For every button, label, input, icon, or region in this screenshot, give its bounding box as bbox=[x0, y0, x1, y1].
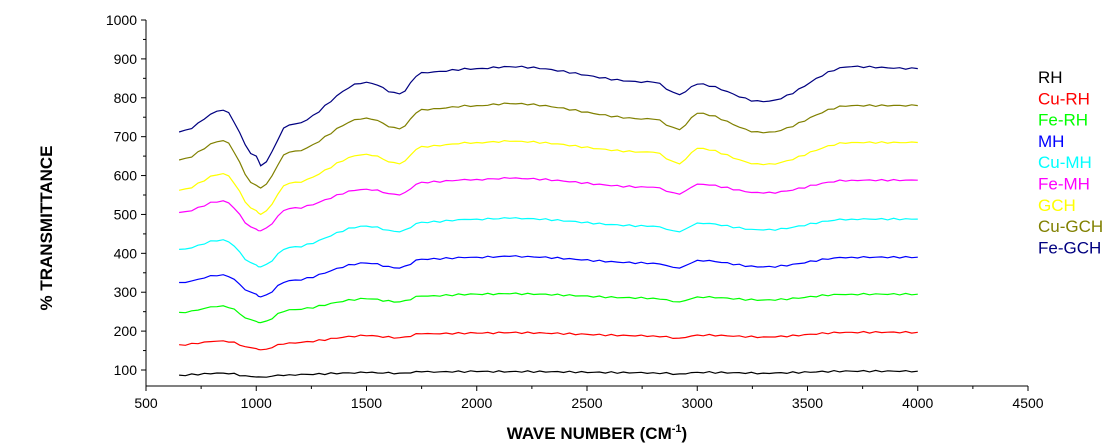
x-axis-title-sup: -1 bbox=[672, 423, 682, 435]
x-tick-label: 1500 bbox=[351, 395, 382, 411]
y-tick-label: 800 bbox=[114, 90, 138, 106]
legend-entry-mh: MH bbox=[1038, 132, 1064, 151]
y-tick-label: 400 bbox=[114, 245, 138, 261]
legend-entry-cu-mh: Cu-MH bbox=[1038, 153, 1092, 172]
series-line-cu-rh bbox=[179, 330, 918, 351]
y-tick-label: 700 bbox=[114, 129, 138, 145]
legend-entry-fe-gch: Fe-GCH bbox=[1038, 238, 1101, 257]
x-tick-label: 500 bbox=[134, 395, 158, 411]
y-tick-label: 300 bbox=[114, 284, 138, 300]
x-axis-title-main: WAVE NUMBER (CM bbox=[507, 424, 672, 443]
series-line-fe-rh bbox=[179, 292, 918, 324]
series-line-cu-mh bbox=[179, 217, 918, 268]
x-tick-label: 4000 bbox=[902, 395, 933, 411]
series-line-fe-mh bbox=[179, 176, 918, 232]
y-tick-label: 900 bbox=[114, 51, 138, 67]
series-line-fe-gch bbox=[178, 65, 918, 167]
x-ticks: 500 1000 1500 2000 2500 3000 3500 4000 4500 bbox=[134, 386, 1044, 411]
y-tick-label: 1000 bbox=[106, 12, 137, 28]
x-axis-title-close: ) bbox=[682, 424, 688, 443]
y-tick-label: 600 bbox=[114, 168, 138, 184]
series-line-mh bbox=[179, 255, 918, 298]
series-line-cu-gch bbox=[178, 102, 918, 189]
y-ticks: 100 200 300 400 500 600 700 800 900 1000 bbox=[106, 12, 146, 378]
y-axis-title: % TRANSMITTANCE bbox=[37, 146, 56, 311]
legend-entry-fe-rh: Fe-RH bbox=[1038, 111, 1088, 130]
y-tick-label: 200 bbox=[114, 323, 138, 339]
y-tick-label: 500 bbox=[114, 206, 138, 222]
legend: RH Cu-RH Fe-RH MH Cu-MH Fe-MH GCH Cu-GCH Fe-GCH bbox=[1038, 68, 1103, 257]
legend-entry-cu-rh: Cu-RH bbox=[1038, 89, 1090, 108]
x-axis-title: WAVE NUMBER (CM-1) bbox=[507, 423, 687, 443]
x-tick-label: 2500 bbox=[571, 395, 602, 411]
legend-entry-gch: GCH bbox=[1038, 196, 1076, 215]
x-tick-label: 2000 bbox=[461, 395, 492, 411]
legend-entry-cu-gch: Cu-GCH bbox=[1038, 217, 1103, 236]
legend-entry-fe-mh: Fe-MH bbox=[1038, 175, 1090, 194]
legend-entry-rh: RH bbox=[1038, 68, 1063, 87]
series-line-rh bbox=[179, 369, 918, 378]
x-tick-label: 1000 bbox=[241, 395, 272, 411]
x-tick-label: 3500 bbox=[792, 395, 823, 411]
x-tick-label: 3000 bbox=[682, 395, 713, 411]
x-tick-label: 4500 bbox=[1012, 395, 1043, 411]
y-tick-label: 100 bbox=[114, 362, 138, 378]
series-line-gch bbox=[178, 139, 918, 216]
plot-area bbox=[178, 65, 918, 378]
